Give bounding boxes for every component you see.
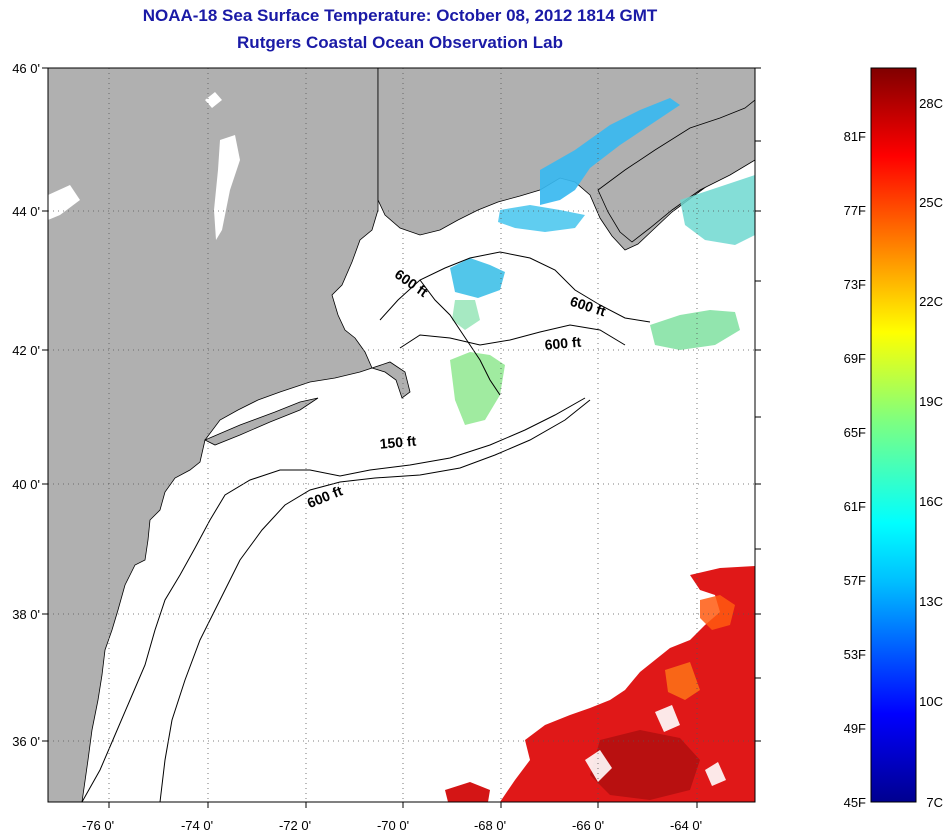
lat-label-36: 36 0' xyxy=(12,734,40,749)
colorbar-f-label: 81F xyxy=(844,129,866,144)
lat-label-42: 42 0' xyxy=(12,343,40,358)
lon-label-68: -68 0' xyxy=(474,818,506,833)
lon-label-66: -66 0' xyxy=(572,818,604,833)
colorbar-c-label: 16C xyxy=(919,494,943,509)
colorbar-c-label: 22C xyxy=(919,294,943,309)
contour-label-600ft-c: 600 ft xyxy=(544,334,582,353)
lat-label-38: 38 0' xyxy=(12,607,40,622)
lat-label-40: 40 0' xyxy=(12,477,40,492)
colorbar-c-label: 25C xyxy=(919,195,943,210)
colorbar-f-label: 45F xyxy=(844,795,866,810)
nova-scotia-peninsula-land xyxy=(597,99,755,243)
lon-label-64: -64 0' xyxy=(670,818,702,833)
colorbar-f-label: 69F xyxy=(844,351,866,366)
colorbar-f-label: 73F xyxy=(844,277,866,292)
map-frame xyxy=(47,67,756,803)
sst-cool-water xyxy=(540,98,680,205)
lon-label-76: -76 0' xyxy=(82,818,114,833)
colorbar-f-label: 49F xyxy=(844,721,866,736)
colorbar-c-label: 28C xyxy=(919,96,943,111)
cape-cod-land xyxy=(370,361,411,399)
map-title: NOAA-18 Sea Surface Temperature: October… xyxy=(142,6,658,25)
colorbar-c-label: 13C xyxy=(919,594,943,609)
lon-label-74: -74 0' xyxy=(181,818,213,833)
long-island-land xyxy=(204,397,319,446)
colorbar-c-label: 19C xyxy=(919,394,943,409)
lon-label-72: -72 0' xyxy=(279,818,311,833)
contour-label-150ft: 150 ft xyxy=(379,433,417,452)
lat-label-44: 44 0' xyxy=(12,204,40,219)
lon-label-70: -70 0' xyxy=(377,818,409,833)
colorbar-f-label: 65F xyxy=(844,425,866,440)
colorbar-c-label: 10C xyxy=(919,694,943,709)
colorbar-f-label: 57F xyxy=(844,573,866,588)
colorbar-f-label: 77F xyxy=(844,203,866,218)
map-subtitle: Rutgers Coastal Ocean Observation Lab xyxy=(237,33,563,52)
lat-label-46: 46 0' xyxy=(12,61,40,76)
colorbar-f-label: 61F xyxy=(844,499,866,514)
temperature-colorbar xyxy=(870,67,917,803)
sst-warm-water xyxy=(500,566,755,802)
colorbar-f-label: 53F xyxy=(844,647,866,662)
colorbar-c-label: 7C xyxy=(926,795,943,810)
